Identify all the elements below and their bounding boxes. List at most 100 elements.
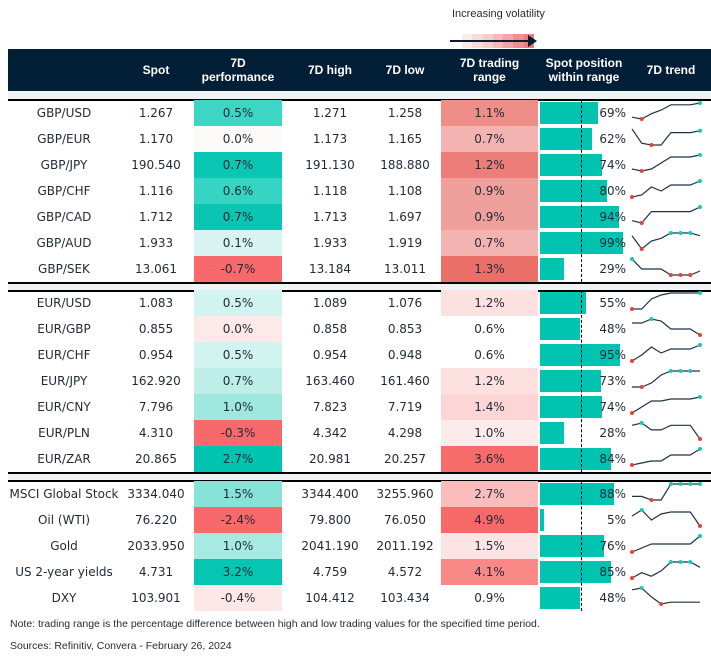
position-bar-cell: 48%: [540, 585, 626, 611]
sparkline-high-marker: [668, 369, 673, 373]
performance-value: 1.5%: [194, 481, 282, 507]
position-bar: [540, 370, 602, 392]
volatility-legend-label: Increasing volatility: [452, 8, 545, 20]
sparkline-path: [631, 258, 701, 276]
spot-value: 4.731: [138, 565, 174, 579]
position-percent: 80%: [599, 184, 626, 198]
trend-sparkline: [632, 482, 702, 502]
sparkline-path: [631, 180, 701, 198]
position-percent: 55%: [599, 296, 626, 310]
position-bar-cell: 69%: [540, 100, 626, 126]
high-value: 191.130: [305, 158, 355, 172]
sparkline-high-marker: [698, 205, 702, 209]
trend-sparkline: [632, 369, 700, 389]
sparkline-path: [631, 102, 701, 120]
spot-value: 103.901: [131, 591, 181, 605]
header-spot-label: Spot: [142, 63, 170, 77]
table-row: GBP/AUD 1.933 0.1% 1.933 1.919 0.7% 99%: [0, 230, 711, 256]
high-value: 20.981: [309, 452, 351, 466]
header-trading-range: 7D trading range: [441, 49, 538, 91]
position-bar-cell: 99%: [540, 230, 626, 256]
position-bar: [540, 102, 598, 124]
position-bar-cell: 94%: [540, 204, 626, 230]
high-value: 163.460: [305, 374, 355, 388]
low-value: 4.298: [387, 426, 423, 440]
trading-range-value: 0.9%: [441, 178, 538, 204]
table-row: EUR/CHF 0.954 0.5% 0.954 0.948 0.6% 95%: [0, 342, 711, 368]
position-bar: [540, 318, 581, 340]
header-spot-position: Spot position within range: [538, 49, 630, 91]
position-bar-cell: 74%: [540, 394, 626, 420]
trading-range-value: 4.1%: [441, 559, 538, 585]
sparkline-low-marker: [649, 498, 654, 502]
trading-range-value: 0.7%: [441, 230, 538, 256]
position-bar: [540, 206, 619, 228]
trend-sparkline-cell: [630, 585, 708, 611]
trend-sparkline-cell: [630, 559, 708, 585]
sparkline-high-marker: [688, 482, 693, 486]
instrument-name: GBP/AUD: [36, 236, 92, 250]
header-trend-label: 7D trend: [646, 63, 696, 77]
performance-value: 0.5%: [194, 290, 282, 316]
position-percent: 69%: [599, 106, 626, 120]
trend-sparkline: [631, 231, 701, 251]
position-bar-cell: 76%: [540, 533, 626, 559]
sparkline-high-marker: [668, 231, 673, 235]
position-percent: 76%: [599, 539, 626, 553]
sparkline-path: [631, 422, 701, 440]
low-value: 3255.960: [376, 487, 434, 501]
sparkline-low-marker: [698, 437, 702, 441]
header-position-line1: Spot position: [545, 56, 623, 70]
trend-sparkline: [630, 560, 701, 580]
footer-note: Note: trading range is the percentage di…: [10, 618, 540, 630]
performance-value: 0.5%: [194, 342, 282, 368]
sparkline-high-marker: [698, 343, 702, 347]
position-bar: [540, 483, 614, 505]
sparkline-low-marker: [630, 576, 634, 580]
low-value: 1.108: [387, 184, 423, 198]
trading-range-value: 4.9%: [441, 507, 538, 533]
table-row: EUR/PLN 4.310 -0.3% 4.342 4.298 1.0% 28%: [0, 420, 711, 446]
separator-rule: [8, 99, 711, 101]
trend-sparkline-cell: [630, 446, 708, 472]
position-bar: [540, 258, 565, 280]
trend-sparkline-cell: [630, 230, 708, 256]
performance-value: 1.0%: [194, 533, 282, 559]
high-value: 2041.190: [301, 539, 359, 553]
position-percent: 95%: [599, 348, 626, 362]
arrow-right-icon: [450, 40, 530, 42]
position-bar-cell: 29%: [540, 256, 626, 282]
sparkline-high-marker: [688, 231, 693, 235]
sparkline-path: [631, 448, 701, 466]
sparkline-high-marker: [698, 482, 702, 486]
table-header: Spot 7D performance 7D high 7D low 7D tra…: [8, 49, 711, 91]
table-row: Oil (WTI) 76.220 -2.4% 79.800 76.050 4.9% 5%: [0, 507, 711, 533]
trend-sparkline-cell: [630, 204, 708, 230]
sparkline-low-marker: [698, 524, 702, 528]
trend-sparkline: [630, 257, 701, 277]
trend-sparkline: [630, 395, 702, 415]
sparkline-low-marker: [698, 333, 702, 337]
performance-value: 0.0%: [194, 126, 282, 152]
performance-value: -0.3%: [194, 420, 282, 446]
trend-sparkline: [631, 205, 702, 225]
position-bar-cell: 88%: [540, 481, 626, 507]
position-bar: [540, 154, 603, 176]
table-row: GBP/SEK 13.061 -0.7% 13.184 13.011 1.3% 29%: [0, 256, 711, 282]
spot-value: 13.061: [135, 262, 177, 276]
trading-range-value: 2.7%: [441, 481, 538, 507]
sparkline-low-marker: [639, 169, 644, 173]
trend-sparkline-cell: [630, 316, 708, 342]
trading-range-value: 1.1%: [441, 100, 538, 126]
position-bar: [540, 292, 587, 314]
sparkline-path: [631, 509, 701, 527]
instrument-name: EUR/USD: [36, 296, 92, 310]
high-value: 104.412: [305, 591, 355, 605]
position-bar: [540, 535, 604, 557]
position-bar-cell: 55%: [540, 290, 626, 316]
high-value: 1.173: [312, 132, 348, 146]
table-row: GBP/CHF 1.116 0.6% 1.118 1.108 0.9% 80%: [0, 178, 711, 204]
instrument-name: EUR/JPY: [40, 374, 88, 388]
position-bar-cell: 95%: [540, 342, 626, 368]
sparkline-low-marker: [630, 550, 634, 554]
